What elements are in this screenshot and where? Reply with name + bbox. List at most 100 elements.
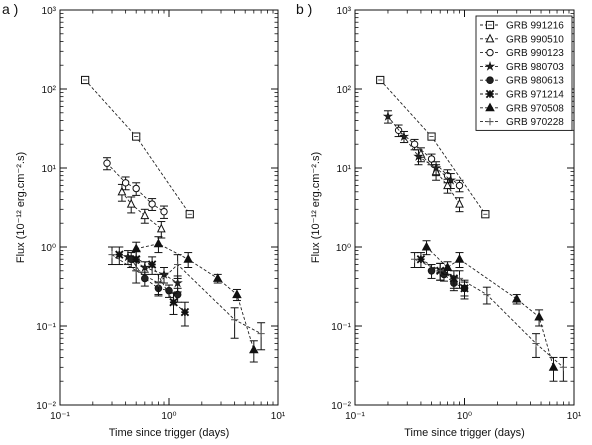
legend-label: GRB 990510 [506, 34, 564, 45]
data-point-marker [180, 307, 190, 317]
legend: GRB 991216 GRB 990510 GRB 990123 GRB 980703… [475, 15, 573, 131]
data-point-marker [430, 162, 442, 173]
series-line [379, 79, 486, 215]
data-point-marker [115, 250, 124, 259]
legend-label: GRB 980613 [506, 76, 564, 87]
data-point-marker [449, 274, 459, 283]
series-line [414, 258, 564, 368]
x-tick-label: 10¹ [567, 411, 582, 422]
data-point-marker [172, 277, 183, 288]
data-point-marker [532, 339, 540, 348]
data-point-marker [212, 273, 223, 282]
legend-marker [485, 102, 495, 112]
data-point-marker [232, 289, 242, 299]
legend-marker [485, 33, 495, 43]
y-tick-label: 10² [42, 85, 57, 96]
y-tick-label: 10⁰ [336, 243, 351, 254]
data-point-marker [173, 290, 182, 299]
data-point [455, 274, 464, 283]
series-line [426, 246, 554, 368]
data-point [148, 200, 156, 208]
y-tick-label: 10⁰ [41, 243, 56, 254]
data-point-marker [455, 198, 464, 208]
data-point [548, 362, 559, 371]
y-axis-label: Flux (10⁻¹² erg.cm⁻².s) [15, 152, 27, 263]
data-point [156, 223, 166, 233]
data-point [153, 238, 164, 248]
data-point-marker [165, 286, 173, 295]
data-point-marker [183, 254, 193, 263]
series-line [127, 256, 178, 284]
data-point-marker [156, 223, 166, 233]
data-point [559, 363, 567, 371]
data-point [416, 255, 426, 264]
data-point-marker [427, 266, 436, 275]
data-point-marker [413, 151, 424, 161]
data-point [140, 210, 150, 220]
data-point-marker [460, 284, 469, 293]
data-point [249, 344, 259, 354]
legend-item: GRB 970508 [480, 102, 564, 114]
x-tick-label: 10⁻¹ [50, 411, 70, 422]
data-point [212, 273, 223, 282]
data-point-marker [131, 243, 141, 253]
legend-marker [484, 60, 496, 71]
x-tick-label: 10¹ [271, 411, 286, 422]
y-tick-label: 10³ [337, 6, 352, 17]
data-point [532, 339, 540, 348]
y-tick-label: 10⁻² [331, 401, 351, 412]
data-point [173, 290, 182, 299]
data-point-marker [416, 255, 426, 264]
data-point-marker [231, 316, 239, 324]
data-point-marker [117, 186, 127, 196]
data-point [410, 140, 419, 148]
data-point-marker [455, 181, 464, 190]
data-point [154, 279, 163, 287]
panel-label: a ) [2, 1, 18, 17]
data-point [511, 293, 522, 303]
data-point [413, 151, 424, 161]
data-point-marker [154, 279, 163, 287]
data-point-marker [103, 159, 111, 167]
legend-label: GRB 971214 [506, 90, 564, 101]
legend-marker [486, 48, 494, 57]
legend-item: GRB 970228 [480, 117, 564, 128]
data-point-marker [131, 255, 141, 264]
data-point [81, 75, 90, 85]
y-tick-label: 10¹ [42, 164, 57, 175]
data-point [132, 184, 140, 193]
data-point-marker [141, 274, 149, 283]
data-point [231, 316, 239, 324]
legend-item: GRB 980613 [480, 76, 564, 87]
data-point-marker [121, 179, 130, 187]
data-point [165, 286, 173, 295]
series-grb-970508 [131, 236, 259, 363]
data-point [183, 254, 193, 263]
y-tick-label: 10³ [42, 6, 57, 17]
series-grb-970228 [410, 252, 568, 382]
data-point [449, 274, 459, 283]
x-tick-label: 10⁰ [457, 411, 472, 422]
series-grb-970508 [421, 240, 559, 382]
legend-item: GRB 980703 [480, 60, 564, 73]
data-point-marker [421, 241, 432, 251]
data-point-marker [442, 262, 453, 272]
data-point [481, 210, 490, 219]
data-point [174, 260, 182, 269]
legend-item: GRB 991216 [480, 21, 564, 32]
data-point-marker [126, 198, 136, 208]
data-point-marker [454, 254, 465, 263]
legend-item: GRB 990123 [480, 48, 564, 59]
data-point [132, 267, 140, 275]
x-axis-label: Time since trigger (days) [109, 427, 230, 439]
data-point-marker [257, 330, 265, 338]
legend-label: GRB 991216 [506, 21, 564, 32]
data-point [131, 243, 141, 253]
y-axis-label: Flux (10⁻¹² erg.cm⁻².s) [310, 152, 322, 263]
series-grb-991216 [81, 75, 194, 219]
data-point-marker [436, 267, 444, 275]
y-tick-label: 10⁻¹ [331, 322, 351, 333]
y-tick-label: 10² [337, 85, 352, 96]
